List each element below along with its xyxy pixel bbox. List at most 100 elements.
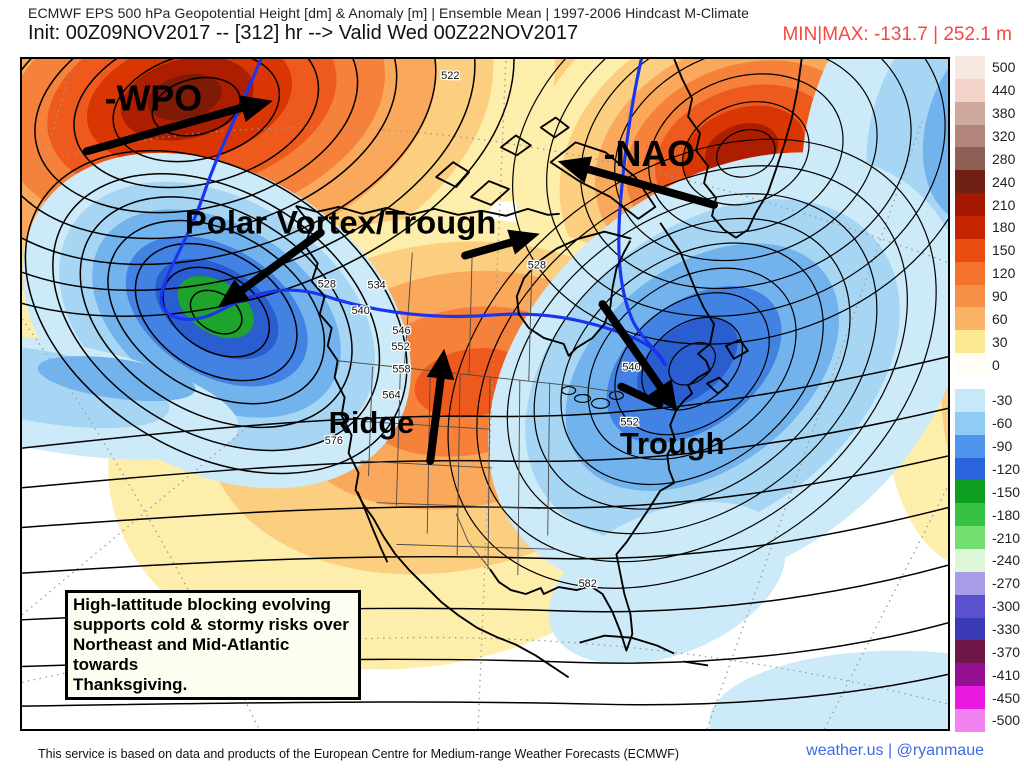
legend-swatch: [955, 663, 985, 687]
legend-swatch: [955, 284, 985, 308]
legend-swatch: [955, 353, 985, 377]
legend-entry: -300: [955, 594, 1023, 618]
nao-arrow: [580, 164, 718, 209]
legend-swatch: [955, 307, 985, 331]
legend-entry: 280: [955, 147, 1023, 171]
legend-swatch: [955, 261, 985, 285]
graticule: [22, 59, 948, 729]
legend-label: 440: [992, 82, 1016, 99]
legend-entry: 320: [955, 124, 1023, 148]
legend-swatch: [955, 389, 985, 412]
legend-entry: -150: [955, 480, 1023, 504]
legend-swatch: [955, 238, 985, 262]
svg-text:528: 528: [318, 278, 336, 290]
legend-entry: -120: [955, 457, 1023, 481]
svg-text:558: 558: [392, 364, 410, 376]
legend-swatch: [955, 101, 985, 125]
callout-line: Northeast and Mid-Atlantic towards: [73, 635, 290, 674]
legend-label: -330: [992, 621, 1021, 638]
legend-entry: 240: [955, 170, 1023, 194]
legend-swatch: [955, 216, 985, 239]
trough-arrow: [598, 300, 669, 397]
legend-entry: -500: [955, 709, 1023, 732]
polar-vortex-arrowhead-2: [507, 229, 540, 255]
callout-line: High-lattitude blocking evolving: [73, 595, 331, 614]
legend-swatch: [955, 709, 985, 732]
svg-text:528: 528: [528, 259, 546, 271]
legend-label: -450: [992, 689, 1021, 706]
legend-entry: 210: [955, 193, 1023, 217]
legend-label: 380: [992, 105, 1016, 122]
legend-label: -90: [992, 438, 1013, 455]
legend-entry: 120: [955, 261, 1023, 285]
annotation-arrows: [82, 95, 718, 465]
legend-label: 280: [992, 150, 1016, 167]
callout-box: High-lattitude blocking evolving support…: [65, 590, 361, 700]
legend-label: 210: [992, 196, 1016, 213]
annotation-labels: -WPO -NAO Polar Vortex/Trough Ridge Trou…: [105, 79, 725, 461]
svg-text:564: 564: [382, 389, 400, 401]
legend-entry: -450: [955, 686, 1023, 710]
legend-swatch: [955, 640, 985, 664]
trough-arrowhead: [648, 379, 678, 412]
legend-label: -500: [992, 712, 1021, 729]
legend-swatch: [955, 549, 985, 572]
footer-credit: weather.us | @ryanmaue: [806, 742, 984, 759]
legend-entry: 0: [955, 353, 1023, 377]
legend-entry: -210: [955, 526, 1023, 550]
chart-title: ECMWF EPS 500 hPa Geopotential Height [d…: [28, 5, 750, 21]
footer-disclaimer: This service is based on data and produc…: [38, 747, 680, 761]
wpo-arrowhead: [238, 95, 273, 123]
trough-label: Trough: [620, 426, 725, 461]
state-borders: [337, 252, 620, 576]
legend-label: -270: [992, 575, 1021, 592]
legend-label: 150: [992, 242, 1016, 259]
svg-text:522: 522: [441, 70, 459, 82]
minmax-readout: MIN|MAX: -131.7 | 252.1 m: [782, 24, 1012, 45]
svg-text:540: 540: [352, 305, 370, 317]
legend-label: 240: [992, 173, 1016, 190]
legend-label: -60: [992, 415, 1013, 432]
legend-entry: -370: [955, 640, 1023, 664]
legend-entry: 30: [955, 330, 1023, 354]
legend-swatch: [955, 526, 985, 550]
legend-entry: 440: [955, 78, 1023, 102]
legend-swatch: [955, 594, 985, 618]
legend-label: 90: [992, 288, 1008, 305]
svg-text:552: 552: [620, 416, 638, 428]
legend-entry: -30: [955, 389, 1023, 412]
legend-entry: 90: [955, 284, 1023, 308]
legend-label: 180: [992, 219, 1016, 236]
nao-arrowhead: [557, 156, 593, 184]
svg-text:576: 576: [325, 435, 343, 447]
svg-text:552: 552: [391, 341, 409, 353]
callout-line: supports cold & stormy risks over: [73, 615, 349, 634]
polar-vortex-label: Polar Vortex/Trough: [185, 204, 497, 241]
legend-swatch: [955, 434, 985, 458]
nao-label: -NAO: [604, 134, 696, 174]
chart-subtitle: Init: 00Z09NOV2017 -- [312] hr --> Valid…: [28, 22, 579, 44]
trough-arrow-2: [617, 382, 664, 409]
contour-labels: 522 528 534 540 546 552 558 564 576 582 …: [316, 69, 641, 592]
legend-entry: 180: [955, 216, 1023, 239]
legend-label: 120: [992, 265, 1016, 282]
legend-entry: -180: [955, 503, 1023, 527]
wpo-label: -WPO: [105, 79, 202, 119]
legend-entry: 150: [955, 238, 1023, 262]
legend-entry: -240: [955, 549, 1023, 572]
legend-swatch: [955, 170, 985, 194]
legend-swatch: [955, 78, 985, 102]
legend-swatch: [955, 193, 985, 217]
legend-label: 30: [992, 333, 1008, 350]
legend-entry: 60: [955, 307, 1023, 331]
legend-entry: -270: [955, 571, 1023, 595]
legend-entry: -330: [955, 617, 1023, 641]
legend-swatch: [955, 147, 985, 171]
ridge-arrowhead: [426, 348, 455, 381]
svg-text:534: 534: [368, 279, 386, 291]
legend-label: 500: [992, 59, 1016, 76]
callout-line: Thanksgiving.: [73, 675, 188, 694]
legend-label: 60: [992, 310, 1008, 327]
legend-label: -120: [992, 461, 1021, 478]
